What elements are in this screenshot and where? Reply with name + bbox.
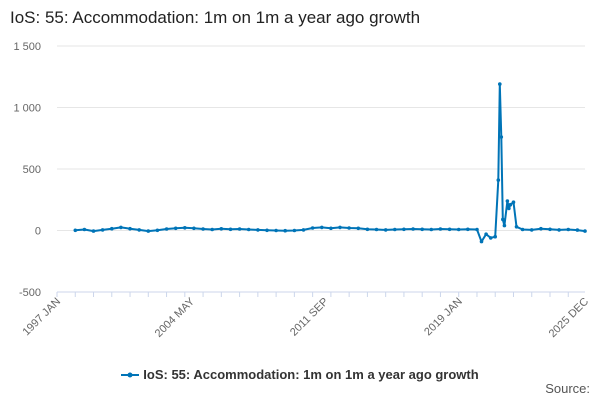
- data-point[interactable]: [265, 228, 269, 233]
- data-point[interactable]: [575, 228, 580, 232]
- data-point[interactable]: [338, 225, 342, 230]
- data-point[interactable]: [529, 228, 534, 232]
- data-point[interactable]: [479, 239, 484, 244]
- data-point[interactable]: [548, 227, 552, 232]
- data-point[interactable]: [501, 217, 505, 222]
- data-point[interactable]: [119, 225, 123, 230]
- data-point[interactable]: [508, 202, 513, 207]
- source-label: Source:: [545, 381, 590, 396]
- data-point[interactable]: [320, 225, 324, 230]
- data-point[interactable]: [493, 234, 498, 239]
- data-point[interactable]: [511, 200, 516, 204]
- data-point[interactable]: [505, 199, 510, 203]
- data-point[interactable]: [438, 227, 443, 231]
- x-tick-label: 2004 MAY: [153, 295, 198, 340]
- data-point[interactable]: [347, 226, 351, 230]
- data-point[interactable]: [292, 228, 297, 233]
- data-point[interactable]: [173, 226, 178, 231]
- data-point[interactable]: [82, 227, 87, 232]
- y-axis-ticks: -500 0 500 1 000 1 500: [13, 41, 41, 299]
- data-point[interactable]: [301, 228, 306, 232]
- data-point[interactable]: [110, 226, 114, 231]
- chart-title: IoS: 55: Accommodation: 1m on 1m a year …: [10, 8, 421, 27]
- x-axis-ticks: 1997 JAN 2004 MAY 2011 SEP 2019 JAN 2025 DEC: [20, 295, 591, 340]
- data-point[interactable]: [201, 227, 205, 231]
- data-point[interactable]: [420, 227, 425, 232]
- data-point[interactable]: [91, 229, 96, 233]
- legend-label: IoS: 55: Accommodation: 1m on 1m a year …: [143, 367, 479, 383]
- data-point[interactable]: [498, 82, 502, 86]
- y-tick-label: 1 000: [13, 103, 41, 115]
- data-point[interactable]: [256, 228, 260, 232]
- data-point[interactable]: [164, 227, 169, 231]
- data-point[interactable]: [137, 228, 141, 232]
- data-point[interactable]: [520, 227, 525, 232]
- y-tick-label: 0: [35, 226, 41, 238]
- data-point[interactable]: [219, 227, 224, 231]
- data-point[interactable]: [365, 227, 370, 232]
- data-point[interactable]: [274, 228, 278, 233]
- data-point[interactable]: [514, 225, 519, 229]
- data-point[interactable]: [183, 226, 187, 230]
- data-point[interactable]: [429, 227, 434, 232]
- data-point[interactable]: [502, 223, 507, 228]
- data-point[interactable]: [155, 228, 160, 233]
- gridlines: [57, 45, 585, 293]
- data-point[interactable]: [246, 227, 251, 232]
- data-point[interactable]: [383, 228, 388, 232]
- data-point[interactable]: [374, 227, 379, 232]
- data-point[interactable]: [146, 229, 151, 233]
- series-layer: [73, 82, 587, 244]
- y-tick-label: 1 500: [13, 41, 41, 53]
- x-tick-label: 2011 SEP: [288, 296, 331, 339]
- data-point[interactable]: [283, 228, 288, 233]
- data-point[interactable]: [73, 228, 78, 233]
- data-point[interactable]: [583, 229, 587, 233]
- data-point[interactable]: [475, 227, 479, 232]
- x-tick-label: 2025 DEC: [547, 296, 591, 340]
- data-point[interactable]: [539, 226, 543, 231]
- data-point[interactable]: [100, 228, 105, 232]
- x-tick-label: 1997 JAN: [20, 296, 63, 339]
- data-point[interactable]: [557, 228, 561, 232]
- data-point[interactable]: [447, 227, 452, 232]
- data-point[interactable]: [310, 226, 315, 230]
- data-point[interactable]: [496, 178, 501, 182]
- data-point[interactable]: [499, 135, 504, 139]
- data-point[interactable]: [128, 226, 132, 231]
- data-point[interactable]: [228, 227, 233, 232]
- data-point[interactable]: [210, 227, 214, 232]
- x-axis: [56, 291, 585, 297]
- data-point[interactable]: [484, 232, 488, 236]
- data-point[interactable]: [488, 236, 493, 240]
- data-point[interactable]: [356, 226, 361, 231]
- data-point[interactable]: [393, 227, 397, 232]
- data-point[interactable]: [566, 227, 571, 232]
- data-point[interactable]: [456, 227, 461, 232]
- data-point[interactable]: [192, 226, 196, 231]
- legend-line-icon: [121, 372, 140, 378]
- data-point[interactable]: [402, 227, 406, 232]
- legend[interactable]: IoS: 55: Accommodation: 1m on 1m a year …: [0, 366, 600, 382]
- data-point[interactable]: [411, 227, 415, 231]
- y-tick-label: 500: [23, 164, 41, 176]
- data-point[interactable]: [466, 227, 470, 232]
- x-tick-label: 2019 JAN: [422, 296, 465, 339]
- y-tick-label: -500: [19, 287, 41, 299]
- data-point[interactable]: [507, 206, 511, 211]
- data-point[interactable]: [329, 226, 333, 231]
- data-point[interactable]: [237, 227, 242, 231]
